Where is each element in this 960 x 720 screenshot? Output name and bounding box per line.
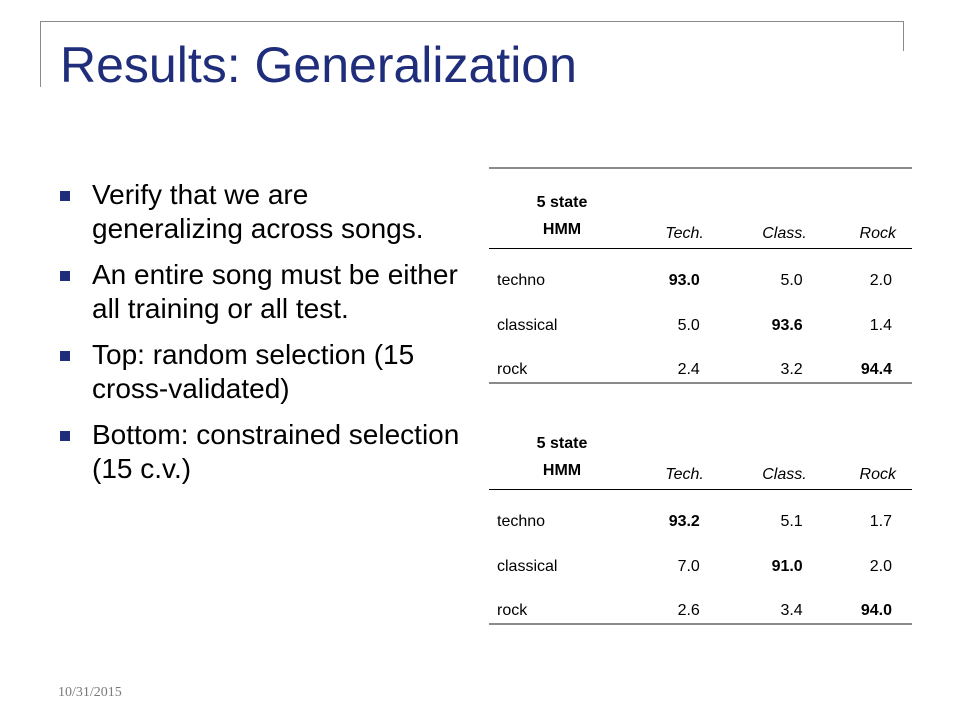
table-cell: 2.4 xyxy=(677,361,700,378)
col-header-tech: Tech. xyxy=(665,224,704,242)
bullet-item: Top: random selection (15 cross-validate… xyxy=(60,338,460,406)
table-cell: 7.0 xyxy=(677,558,700,575)
frame-left-line xyxy=(40,21,41,87)
table-row: classical 7.0 91.0 2.0 xyxy=(489,534,912,579)
col-header-class: Class. xyxy=(762,465,807,483)
bullet-text: Bottom: constrained selection (15 c.v.) xyxy=(92,419,460,484)
col-header-class: Class. xyxy=(762,224,807,242)
table-cell: 93.0 xyxy=(668,272,700,289)
corner-header: 5 state HMM xyxy=(536,193,588,238)
table-row: classical 5.0 93.6 1.4 xyxy=(489,293,912,338)
table-header-row: 5 state HMM Tech. Class. Rock xyxy=(489,409,912,489)
table-cell: 93.6 xyxy=(771,317,803,334)
corner-header: 5 state HMM xyxy=(536,434,588,479)
table-cell: 5.0 xyxy=(677,317,700,334)
row-label: techno xyxy=(497,272,546,289)
col-header-rock: Rock xyxy=(859,224,896,242)
table-row: techno 93.0 5.0 2.0 xyxy=(489,248,912,293)
table-cell: 93.2 xyxy=(668,513,700,530)
bullet-item: Bottom: constrained selection (15 c.v.) xyxy=(60,418,460,486)
table-cell: 1.4 xyxy=(869,317,892,334)
square-bullet-icon xyxy=(60,351,70,361)
table-cell: 3.2 xyxy=(780,361,803,378)
confusion-table-random: 5 state HMM Tech. Class. Rock techno 93.0… xyxy=(489,167,912,384)
col-header-rock: Rock xyxy=(859,465,896,483)
frame-top-line xyxy=(40,21,904,22)
square-bullet-icon xyxy=(60,191,70,201)
table-cell: 3.4 xyxy=(780,602,803,619)
bullet-text: Top: random selection (15 cross-validate… xyxy=(92,339,415,404)
square-bullet-icon xyxy=(60,271,70,281)
bullet-list: Verify that we are generalizing across s… xyxy=(60,178,460,498)
table-cell: 1.7 xyxy=(869,513,892,530)
table-cell: 94.4 xyxy=(860,361,892,378)
table-cell: 2.6 xyxy=(677,602,700,619)
square-bullet-icon xyxy=(60,431,70,441)
row-label: techno xyxy=(497,513,546,530)
col-header-tech: Tech. xyxy=(665,465,704,483)
table-row: rock 2.4 3.2 94.4 xyxy=(489,338,912,383)
frame-right-line xyxy=(903,21,904,51)
row-label: classical xyxy=(497,558,558,575)
bullet-item: An entire song must be either all traini… xyxy=(60,258,460,326)
slide-title: Results: Generalization xyxy=(60,37,577,93)
table-row: techno 93.2 5.1 1.7 xyxy=(489,489,912,534)
table-cell: 2.0 xyxy=(869,558,892,575)
table-cell: 5.1 xyxy=(780,513,803,530)
bullet-text: An entire song must be either all traini… xyxy=(92,259,458,324)
bullet-text: Verify that we are generalizing across s… xyxy=(92,179,424,244)
table-row: rock 2.6 3.4 94.0 xyxy=(489,579,912,624)
row-label: classical xyxy=(497,317,558,334)
table-cell: 91.0 xyxy=(771,558,803,575)
table-cell: 2.0 xyxy=(869,272,892,289)
bullet-item: Verify that we are generalizing across s… xyxy=(60,178,460,246)
confusion-table-constrained: 5 state HMM Tech. Class. Rock techno 93.2… xyxy=(489,409,912,625)
row-label: rock xyxy=(497,602,528,619)
table-cell: 94.0 xyxy=(860,602,892,619)
slide-date: 10/31/2015 xyxy=(58,685,122,700)
table-cell: 5.0 xyxy=(780,272,803,289)
table-header-row: 5 state HMM Tech. Class. Rock xyxy=(489,168,912,248)
row-label: rock xyxy=(497,361,528,378)
